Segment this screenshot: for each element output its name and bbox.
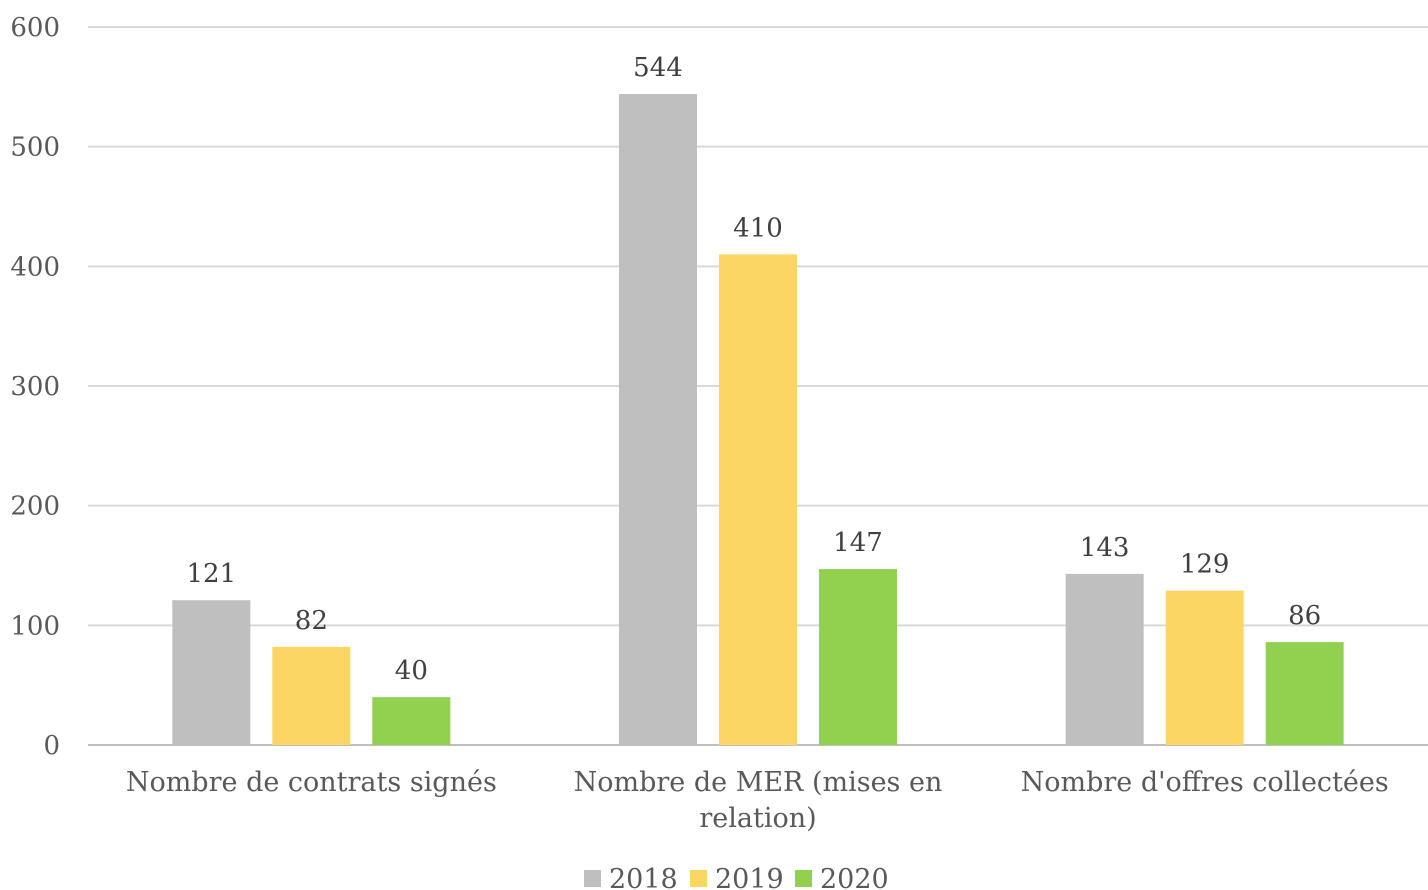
data-label: 147: [833, 528, 883, 558]
y-tick-label: 200: [10, 492, 60, 522]
legend-swatch-2019: [690, 870, 707, 887]
data-label: 544: [633, 53, 683, 83]
legend-label: 2020: [820, 864, 889, 890]
bar-2020: [1265, 642, 1344, 745]
data-label: 143: [1080, 533, 1130, 563]
y-tick-label: 500: [10, 133, 60, 163]
y-tick-label: 400: [10, 252, 60, 282]
bar-2020: [372, 697, 451, 745]
category-label: Nombre de contrats signés: [126, 767, 497, 798]
category-label: relation): [699, 803, 816, 834]
category-label: Nombre d'offres collectées: [1021, 767, 1389, 798]
bar-2019: [1165, 590, 1244, 745]
bar-2019: [719, 254, 797, 745]
bar-2018: [1065, 573, 1144, 745]
bars: [172, 94, 1344, 746]
legend: 2018 2019 2020: [584, 864, 889, 890]
data-label: 82: [295, 606, 328, 636]
x-axis-categories: Nombre de contrats signés Nombre de MER (…: [126, 767, 1389, 834]
y-axis-ticks: 0 100 200 300 400 500 600: [10, 13, 60, 761]
bar-2019: [272, 646, 351, 745]
bar-2018: [619, 94, 697, 746]
data-label: 129: [1180, 550, 1230, 580]
y-tick-label: 600: [10, 13, 60, 43]
data-label: 121: [187, 559, 237, 589]
data-label: 86: [1288, 601, 1321, 631]
data-labels: 121 82 40 544 410 147 143 129 86: [187, 53, 1322, 686]
legend-label: 2019: [715, 864, 784, 890]
y-tick-label: 300: [10, 372, 60, 402]
legend-label: 2018: [609, 864, 678, 890]
bar-2020: [819, 569, 897, 745]
data-label: 410: [733, 213, 783, 243]
category-label: Nombre de MER (mises en: [574, 767, 943, 798]
data-label: 40: [395, 656, 428, 686]
y-tick-label: 100: [10, 611, 60, 641]
bar-2018: [172, 600, 251, 745]
y-tick-label: 0: [43, 731, 60, 761]
legend-swatch-2020: [795, 870, 812, 887]
legend-swatch-2018: [584, 870, 601, 887]
